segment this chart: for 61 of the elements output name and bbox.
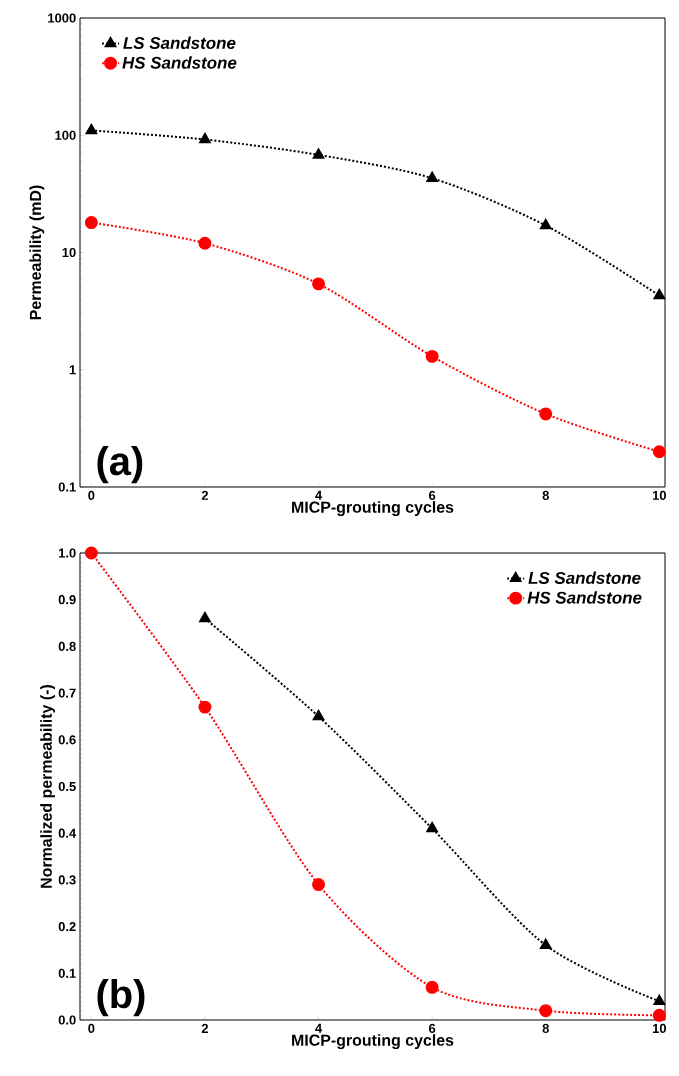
x-tick-label: 0 xyxy=(88,490,95,500)
x-axis-title: MICP-grouting cycles xyxy=(292,1034,454,1050)
annotation: (a) xyxy=(97,446,143,484)
y-tick-label: 100 xyxy=(55,130,76,140)
y-tick-label: 1 xyxy=(69,365,76,375)
y-axis-title: Permeability (mD) xyxy=(29,185,45,320)
x-tick-label: 2 xyxy=(201,1023,209,1033)
y-tick-label: 0.2 xyxy=(58,922,76,932)
point xyxy=(312,277,326,291)
x-axis-title: MICP-grouting cycles xyxy=(292,501,454,517)
point xyxy=(312,878,326,892)
x-tick-label: 10 xyxy=(652,490,666,500)
point xyxy=(539,938,552,950)
y-tick-label: 10 xyxy=(62,247,76,258)
y-axis-title: Normalized permeability (-) xyxy=(40,685,56,888)
y-tick-label: 0.9 xyxy=(58,595,76,605)
point xyxy=(539,219,552,230)
point xyxy=(199,611,211,623)
point xyxy=(425,349,439,363)
annotation: (b) xyxy=(97,979,145,1017)
x-tick-label: 6 xyxy=(429,490,436,500)
y-tick-label: 0.3 xyxy=(58,875,76,885)
point xyxy=(312,709,325,721)
point xyxy=(426,171,438,182)
x-tick-label: 2 xyxy=(201,490,209,500)
x-tick-label: 8 xyxy=(542,1023,549,1033)
point xyxy=(539,407,553,421)
x-tick-label: 10 xyxy=(652,1023,666,1033)
point xyxy=(85,123,98,135)
y-tick-label: 0.8 xyxy=(58,641,76,651)
y-tick-label: 0.5 xyxy=(58,781,76,792)
point xyxy=(426,822,438,833)
point xyxy=(653,289,666,300)
legend-label: LS Sandstone xyxy=(123,36,236,49)
point xyxy=(198,700,212,714)
y-tick-label: 0.1 xyxy=(58,482,76,492)
point xyxy=(425,980,439,994)
legend-label: LS Sandstone xyxy=(528,571,641,584)
y-tick-label: 0.4 xyxy=(58,828,77,838)
point xyxy=(84,216,98,230)
point xyxy=(312,148,325,159)
y-tick-label: 0.7 xyxy=(58,688,76,698)
y-tick-label: 0.0 xyxy=(58,1015,76,1025)
x-tick-label: 0 xyxy=(88,1023,95,1033)
point xyxy=(652,1008,666,1022)
point xyxy=(198,236,212,250)
point xyxy=(84,546,98,560)
point xyxy=(652,445,666,459)
y-tick-label: 0.6 xyxy=(58,735,76,745)
point xyxy=(539,1004,553,1018)
x-tick-label: 6 xyxy=(429,1023,436,1033)
legend-label: HS Sandstone xyxy=(527,591,642,604)
x-tick-label: 4 xyxy=(315,490,323,500)
x-tick-label: 8 xyxy=(542,490,549,500)
y-tick-label: 1000 xyxy=(48,13,76,23)
point xyxy=(199,133,211,144)
x-tick-label: 4 xyxy=(315,1023,323,1033)
point xyxy=(653,994,666,1006)
y-tick-label: 0.1 xyxy=(58,968,76,978)
y-tick-label: 1.0 xyxy=(58,548,76,558)
legend-label: HS Sandstone xyxy=(122,56,237,69)
